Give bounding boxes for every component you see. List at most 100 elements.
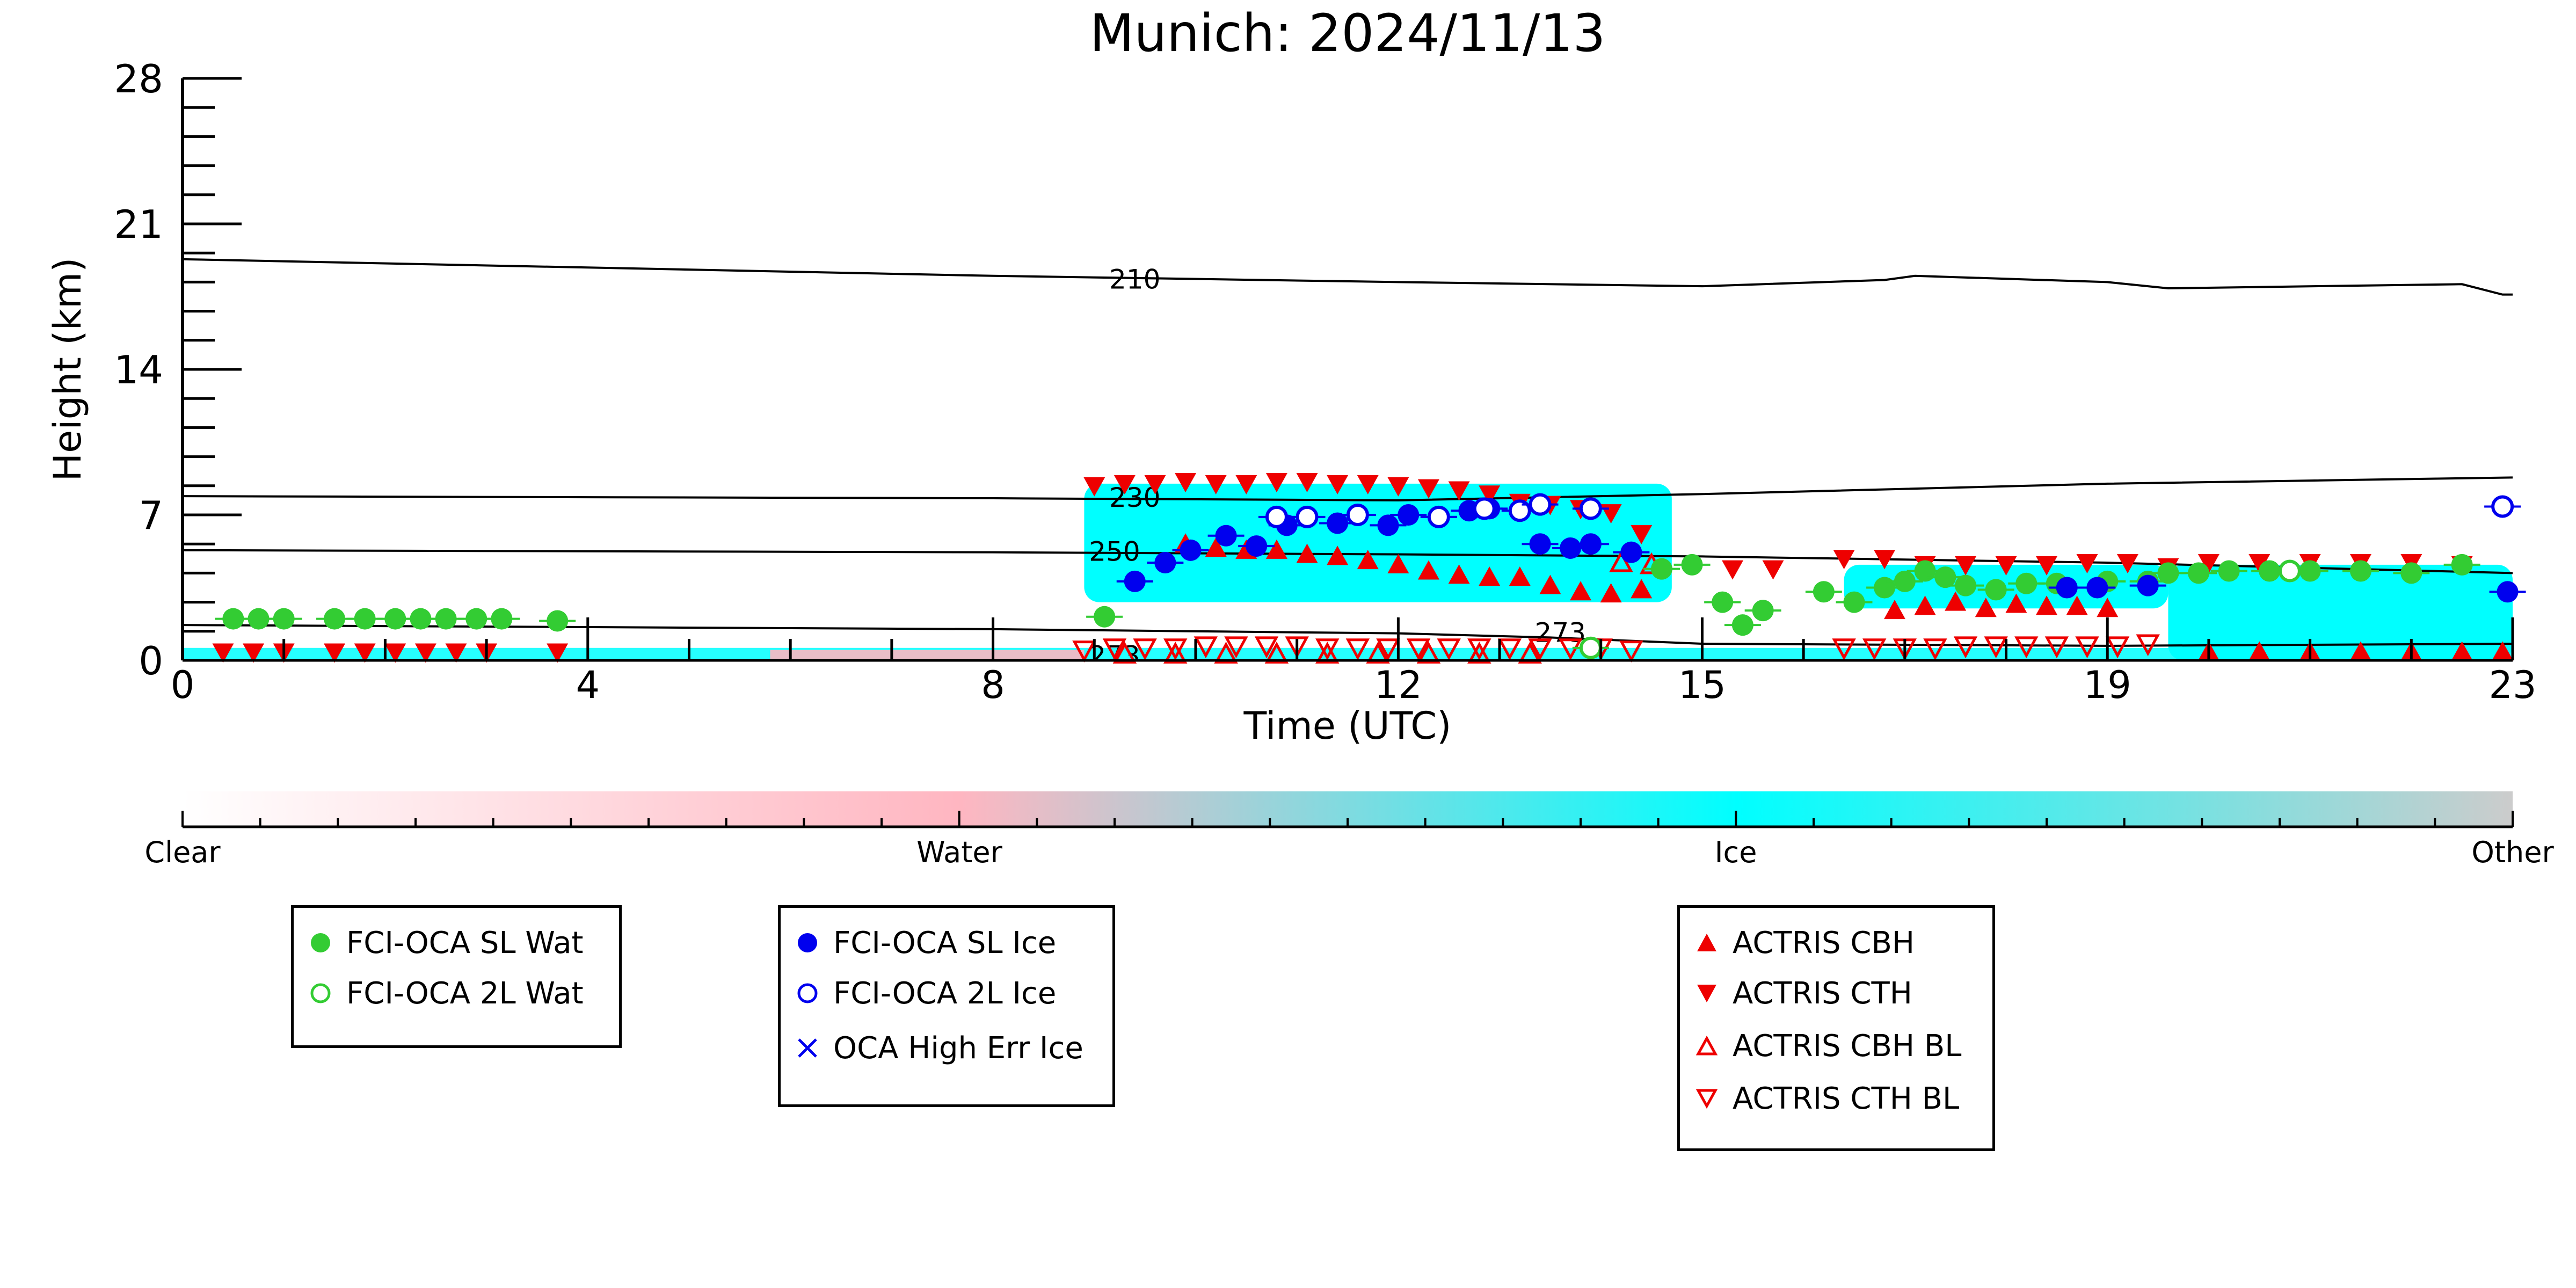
marker-point xyxy=(1894,570,1916,592)
marker-point xyxy=(2451,641,2473,661)
legend-entry-cth: ACTRIS CTH xyxy=(1695,974,1912,1012)
marker-point xyxy=(435,608,457,630)
marker-point xyxy=(1681,554,1703,576)
x-tick-label: 19 xyxy=(2084,663,2131,707)
marker-point xyxy=(1631,579,1653,599)
marker-point xyxy=(1264,642,1289,664)
y-axis-label: Height (km) xyxy=(46,258,90,482)
marker-point xyxy=(1529,533,1551,555)
contour-label: 210 xyxy=(1109,264,1160,295)
marker-point xyxy=(273,608,295,630)
x-tick-label: 12 xyxy=(1374,663,1422,707)
marker-point xyxy=(1387,554,1409,573)
water-phase-band xyxy=(770,650,1085,660)
legend-entry-cbh: ACTRIS CBH xyxy=(1695,924,1915,962)
marker-point xyxy=(1528,638,1552,660)
marker-point xyxy=(2036,595,2057,615)
colorbar-ticks xyxy=(181,811,2514,827)
marker-point xyxy=(2278,559,2301,583)
marker-point xyxy=(2157,562,2179,584)
marker-point xyxy=(2248,554,2271,574)
x-ticks: 0 4 8 12 15 19 23 xyxy=(171,617,2537,707)
marker-point xyxy=(2136,634,2160,657)
marker-point xyxy=(1731,614,1753,636)
marker-point xyxy=(1508,499,1531,522)
y-tick-label: 21 xyxy=(114,202,163,247)
marker-point xyxy=(1914,560,1936,582)
marker-point xyxy=(2451,554,2473,576)
colorbar-label-clear: Clear xyxy=(144,835,221,869)
legend-entry-high-err-ice: OCA High Err Ice xyxy=(796,1029,1083,1067)
marker-point xyxy=(1862,638,1887,660)
marker-point xyxy=(1398,504,1420,526)
marker-point xyxy=(1448,564,1470,584)
marker-point xyxy=(414,643,436,663)
x-axis-label: Time (UTC) xyxy=(1243,704,1452,748)
marker-point xyxy=(1619,641,1643,663)
marker-point xyxy=(1254,636,1279,659)
contour-210 xyxy=(183,258,2513,296)
marker-point xyxy=(222,608,244,630)
legend-label: FCI-OCA 2L Ice xyxy=(833,976,1057,1011)
marker-point xyxy=(1448,481,1470,501)
marker-point xyxy=(1366,642,1390,664)
filled-green-circle-icon xyxy=(311,933,330,952)
marker-point xyxy=(2349,560,2371,582)
marker-point xyxy=(1163,642,1188,664)
marker-point xyxy=(1955,556,1977,576)
y-tick-label: 7 xyxy=(139,493,163,538)
marker-point xyxy=(1285,636,1309,659)
marker-point xyxy=(1224,636,1248,659)
marker-point xyxy=(1214,642,1238,664)
y-tick-label: 14 xyxy=(114,347,163,392)
x-tick-label: 15 xyxy=(1678,663,1726,707)
marker-point xyxy=(1265,539,1287,559)
legend-label: FCI-OCA SL Wat xyxy=(346,925,584,960)
marker-point xyxy=(1650,558,1672,580)
marker-point xyxy=(2056,577,2078,599)
marker-point xyxy=(2066,595,2088,615)
marker-point xyxy=(465,608,487,630)
marker-point xyxy=(1315,642,1340,664)
marker-point xyxy=(1345,638,1370,660)
marker-point xyxy=(384,643,406,663)
marker-point xyxy=(2197,554,2220,574)
marker-point xyxy=(2097,598,2119,617)
marker-point xyxy=(1467,638,1491,660)
marker-point xyxy=(1114,475,1136,494)
marker-point xyxy=(1246,535,1268,557)
marker-point xyxy=(1833,550,1855,570)
y-ticks: 0 7 14 21 28 xyxy=(114,56,242,683)
ice-region-2 xyxy=(2168,564,2513,660)
contour-label: 250 xyxy=(1089,536,1140,567)
marker-point xyxy=(1473,497,1496,520)
marker-point xyxy=(1600,583,1622,603)
marker-point xyxy=(1144,475,1166,494)
legend-label: ACTRIS CBH xyxy=(1733,925,1915,960)
chart-title: Munich: 2024/11/13 xyxy=(1090,3,1606,63)
marker-point xyxy=(2349,641,2371,661)
marker-point xyxy=(1518,642,1542,664)
marker-point xyxy=(1479,566,1501,586)
marker-point xyxy=(2299,560,2321,582)
marker-point xyxy=(1357,475,1379,494)
marker-point xyxy=(243,643,265,663)
marker-point xyxy=(547,610,569,632)
marker-point xyxy=(1883,600,1905,620)
marker-point xyxy=(1945,591,1967,611)
series-fci-oca-2l-ice xyxy=(1258,493,2521,528)
filled-red-triangle-down-icon xyxy=(1697,985,1716,1002)
contour-230 xyxy=(183,476,2513,501)
marker-point xyxy=(1609,550,1633,572)
legend-ice: FCI-OCA SL Ice FCI-OCA 2L Ice OCA High E… xyxy=(778,905,1115,1107)
legend-entry-2l-ice: FCI-OCA 2L Ice xyxy=(796,974,1056,1012)
marker-point xyxy=(1752,600,1774,622)
colorbar-label-ice: Ice xyxy=(1715,835,1757,869)
x-tick-label: 4 xyxy=(576,663,600,707)
marker-point xyxy=(1180,539,1202,561)
marker-point xyxy=(1205,475,1227,494)
marker-point xyxy=(248,608,270,630)
marker-point xyxy=(1843,591,1865,613)
marker-point xyxy=(2044,636,2069,659)
